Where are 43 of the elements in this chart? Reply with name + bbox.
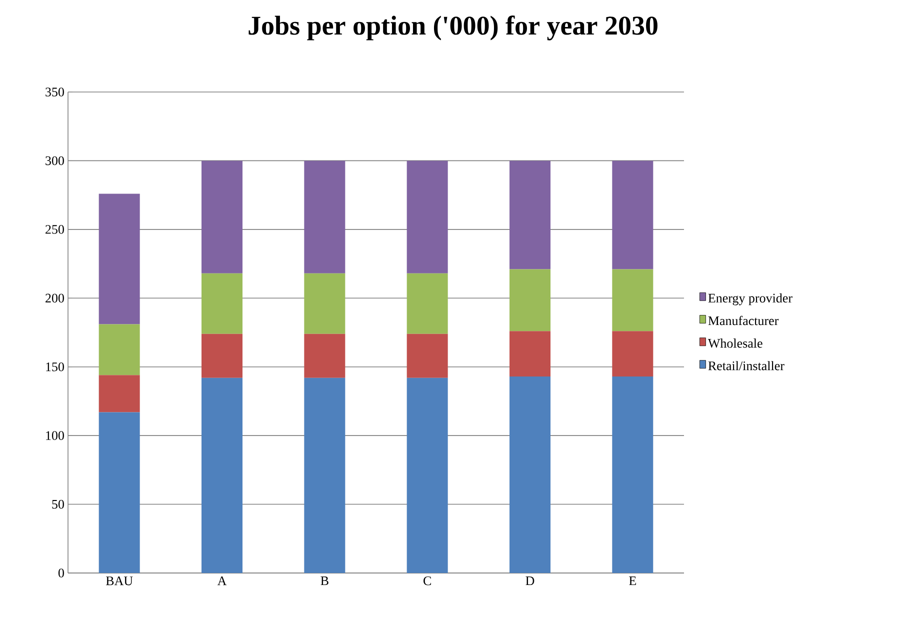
bar	[98, 375, 140, 412]
chart-title: Jobs per option ('000) for year 2030	[248, 16, 658, 40]
bar	[509, 331, 550, 376]
legend-label: Wholesale	[708, 338, 762, 348]
legend-label: Manufacturer	[708, 316, 779, 326]
x-tick-label: BAU	[106, 576, 133, 586]
bar	[202, 378, 243, 573]
x-tick-label: A	[217, 576, 227, 586]
x-tick-label: D	[526, 576, 534, 586]
bar	[406, 273, 448, 334]
bar	[612, 376, 654, 573]
bar	[304, 378, 346, 573]
x-tick-label: B	[320, 576, 328, 586]
x-tick-label: E	[629, 576, 636, 586]
bar	[202, 160, 243, 274]
bar	[98, 412, 140, 573]
bar	[304, 273, 346, 334]
bar	[612, 269, 654, 332]
bar	[612, 331, 654, 376]
bar	[406, 334, 448, 378]
bar	[202, 334, 243, 378]
bar	[406, 378, 448, 573]
bar	[406, 160, 448, 274]
legend-label: Retail/installer	[708, 361, 784, 370]
bar	[202, 273, 243, 334]
x-tick-label: C	[424, 576, 431, 586]
y-tick-label: 50	[52, 500, 64, 509]
y-tick-label: 100	[46, 431, 64, 440]
y-tick-label: 300	[46, 156, 64, 166]
bar	[509, 376, 550, 573]
bar	[98, 194, 140, 324]
y-tick-label: 0	[58, 568, 64, 578]
bar	[304, 160, 346, 274]
bar	[98, 324, 140, 376]
legend-label: Energy provider	[708, 293, 792, 306]
bar	[509, 160, 550, 270]
y-tick-label: 250	[46, 225, 64, 234]
y-tick-label: 150	[46, 362, 64, 372]
bar	[612, 160, 654, 270]
bar	[509, 269, 550, 332]
y-tick-label: 200	[46, 294, 64, 303]
bar	[304, 334, 346, 378]
y-tick-label: 350	[46, 88, 64, 96]
